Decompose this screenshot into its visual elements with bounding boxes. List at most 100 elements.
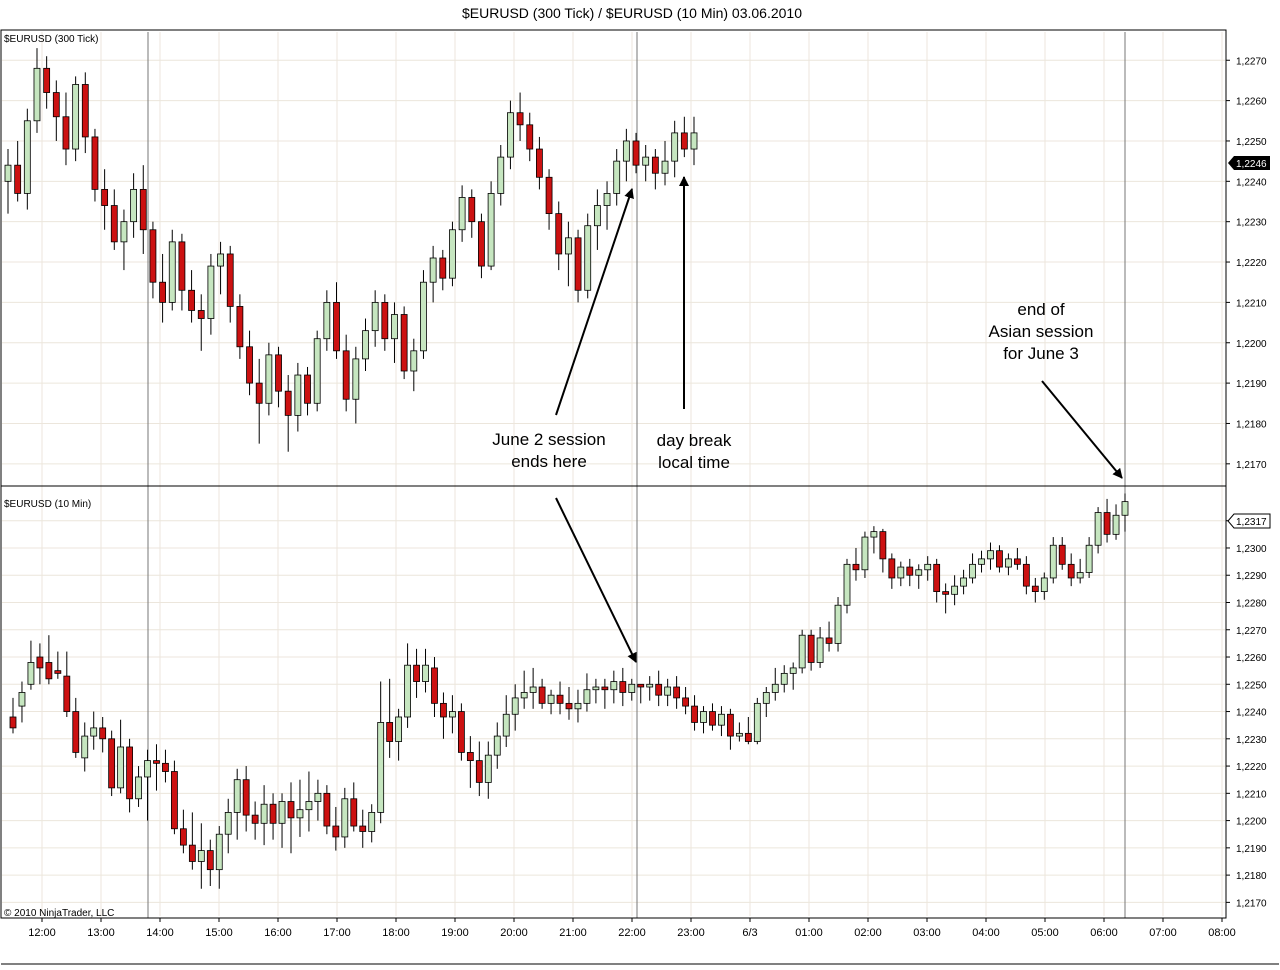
annotation-asian-line1: end of [1017, 300, 1065, 319]
top-candle [661, 140, 669, 186]
bottom-candle [179, 809, 187, 854]
bottom-candle [305, 771, 313, 832]
bottom-candle [915, 564, 923, 589]
bottom-candle [646, 676, 654, 701]
top-candle-body [478, 221, 485, 267]
bottom-ytick-label: 1,2220 [1236, 762, 1267, 773]
bottom-candle-body [1005, 558, 1012, 568]
bottom-current-price-flag: 1,2317 [1227, 513, 1271, 529]
bottom-candle-body [798, 634, 806, 669]
top-candle-body [149, 229, 157, 283]
xtick-label: 03:00 [913, 927, 941, 939]
bottom-candle [897, 561, 905, 587]
bottom-candle-body [81, 735, 89, 759]
top-candle [130, 173, 138, 238]
top-candle [391, 302, 398, 363]
annotation-daybreak-line1: day break [657, 431, 732, 450]
top-ytick-label: 1,2240 [1236, 177, 1267, 188]
top-ytick-label: 1,2210 [1236, 298, 1267, 309]
bottom-candle-body [924, 563, 932, 571]
bottom-candle-body [108, 738, 116, 789]
top-candle [226, 245, 234, 323]
bottom-candle [413, 648, 420, 698]
top-candle-body [43, 67, 51, 93]
top-candle-body [91, 136, 99, 190]
bottom-candle-body [1049, 544, 1057, 579]
xtick-label: 23:00 [677, 927, 705, 939]
bottom-candle [314, 779, 322, 821]
bottom-candle [1067, 553, 1075, 587]
top-candle-body [313, 338, 321, 404]
xtick-label: 07:00 [1149, 927, 1177, 939]
bottom-candle-body [709, 711, 716, 726]
bottom-candle-body [305, 801, 313, 811]
bottom-candle [601, 678, 609, 709]
bottom-candle [171, 760, 178, 835]
top-candle-body [23, 120, 31, 194]
top-candle [516, 92, 524, 141]
bottom-candle [807, 629, 815, 671]
xtick-label: 17:00 [323, 927, 351, 939]
top-candle [159, 253, 166, 323]
top-candle-body [110, 205, 118, 243]
top-candle [449, 221, 456, 287]
bottom-candle-body [45, 662, 53, 680]
bottom-candle-body [816, 637, 824, 663]
top-candle-body [458, 197, 466, 231]
xtick-label: 16:00 [264, 927, 292, 939]
bottom-candle [117, 719, 125, 794]
top-candle-body [661, 160, 669, 174]
bottom-candle-body [413, 664, 420, 682]
top-candle-body [497, 156, 505, 194]
bottom-candle [771, 667, 779, 701]
bottom-candle-body [906, 566, 914, 576]
bottom-candle-body [475, 760, 483, 783]
top-current-price: 1,2246 [1236, 159, 1267, 170]
top-candle-body [449, 229, 456, 279]
top-candle [120, 209, 128, 271]
bottom-candle-body [314, 792, 322, 802]
bottom-candle-body [404, 664, 411, 718]
top-candle-body [439, 257, 447, 279]
top-candle [91, 128, 99, 202]
bottom-candle-body [511, 697, 519, 715]
top-candle-body [159, 281, 166, 303]
bottom-candle-body [1040, 577, 1048, 592]
bottom-candle [63, 651, 71, 717]
copyright-label: © 2010 NinjaTrader, LLC [4, 908, 114, 919]
bottom-candle-body [287, 801, 295, 819]
top-candle [545, 169, 553, 230]
top-candle-body [284, 390, 292, 416]
bottom-candle-body [870, 531, 878, 538]
bottom-candle [422, 648, 429, 693]
bottom-ytick-label: 1,2190 [1236, 844, 1267, 855]
top-candle [613, 149, 621, 206]
bottom-candle [682, 687, 689, 715]
bottom-candle [27, 640, 35, 690]
bottom-candle [1121, 493, 1129, 532]
bottom-candle [1076, 558, 1084, 584]
bottom-candle-body [233, 779, 241, 813]
bottom-ytick-label: 1,2230 [1236, 735, 1267, 746]
bottom-candle-body [1022, 563, 1030, 587]
annotation-asian-line2: Asian session [989, 322, 1094, 341]
top-current-price-flag: 1,2246 [1228, 156, 1270, 170]
bottom-candle-body [1031, 585, 1039, 592]
bottom-candle [108, 730, 116, 797]
xtick-label: 12:00 [28, 927, 56, 939]
top-candle [72, 76, 80, 162]
top-candle-body [120, 221, 128, 243]
bottom-candle [368, 804, 376, 843]
bottom-candle [574, 689, 582, 723]
top-candle [671, 120, 679, 178]
top-candle [420, 270, 427, 359]
bottom-candle-body [502, 713, 510, 737]
top-candle [536, 136, 543, 190]
top-candle [642, 145, 650, 182]
bottom-candle [332, 806, 340, 851]
top-candle-body [255, 382, 263, 404]
bottom-candle [1085, 537, 1093, 578]
bottom-candle-body [538, 686, 546, 704]
bottom-candle [502, 695, 510, 747]
bottom-candle [655, 670, 663, 707]
